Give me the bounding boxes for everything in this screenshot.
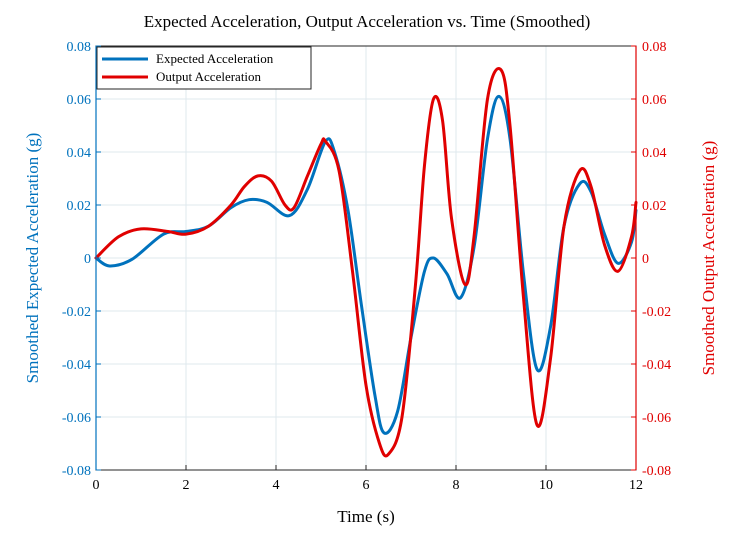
right-y-tick-label: 0.08: [642, 40, 667, 55]
legend: Expected Acceleration Output Acceleration: [96, 46, 312, 90]
x-axis-label: Time (s): [337, 507, 394, 526]
right-y-tick-label: -0.06: [642, 411, 671, 426]
left-y-tick-label: 0.04: [67, 146, 92, 161]
left-y-axis-label: Smoothed Expected Acceleration (g): [23, 133, 42, 384]
series-line-output-acceleration: [94, 67, 638, 458]
x-tick-label: 4: [273, 478, 280, 493]
left-y-tick-label: -0.02: [62, 305, 91, 320]
right-y-tick-label: 0.02: [642, 199, 667, 214]
right-y-tick-label: -0.04: [642, 358, 671, 373]
x-tick-label: 10: [539, 478, 553, 493]
left-y-tick-label: 0.02: [67, 199, 92, 214]
x-tick-label: 8: [453, 478, 460, 493]
right-y-tick-label: 0: [642, 252, 649, 267]
right-y-axis-label: Smoothed Output Acceleration (g): [699, 141, 718, 376]
left-y-tick-label: 0.06: [67, 93, 92, 108]
right-y-tick-label: -0.08: [642, 464, 671, 479]
legend-box: [96, 46, 312, 90]
chart-title: Expected Acceleration, Output Accelerati…: [144, 12, 591, 31]
x-tick-label: 6: [363, 478, 370, 493]
left-y-tick-label: -0.06: [62, 411, 91, 426]
right-y-tick-label: 0.04: [642, 146, 667, 161]
left-y-tick-label: 0: [84, 252, 91, 267]
x-tick-label: 12: [629, 478, 643, 493]
left-y-tick-label: 0.08: [67, 40, 92, 55]
x-tick-label: 0: [93, 478, 100, 493]
left-y-tick-label: -0.04: [62, 358, 91, 373]
right-y-tick-label: 0.06: [642, 93, 667, 108]
left-y-tick-label: -0.08: [62, 464, 91, 479]
legend-entry-label: Expected Acceleration: [156, 51, 274, 66]
x-tick-label: 2: [183, 478, 190, 493]
right-y-tick-label: -0.02: [642, 305, 671, 320]
legend-entry-label: Output Acceleration: [156, 69, 262, 84]
